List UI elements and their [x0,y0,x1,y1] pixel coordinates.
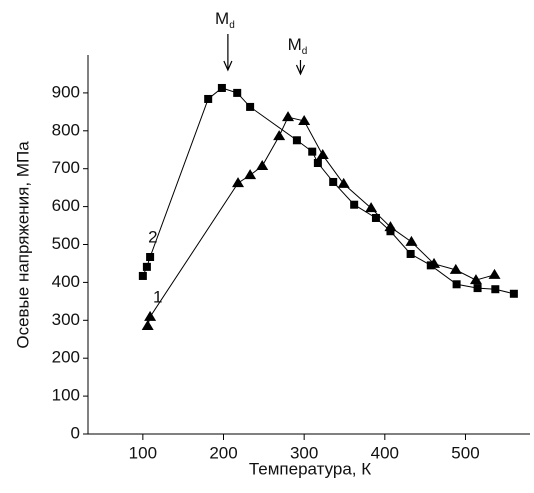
y-tick-label: 200 [52,348,80,367]
x-tick-label: 100 [129,443,157,462]
square-marker [491,285,500,294]
y-tick-label: 700 [52,158,80,177]
square-marker [138,271,147,280]
square-marker [406,249,415,258]
triangle-marker [365,202,378,213]
square-marker [204,94,213,103]
series-label: 2 [148,227,157,246]
square-marker [146,253,155,262]
x-tick-label: 500 [451,443,479,462]
x-tick-label: 200 [209,443,237,462]
square-marker [329,177,338,186]
y-tick-label: 0 [71,423,80,442]
square-marker [426,261,435,270]
triangle-marker [298,114,311,125]
triangle-marker [273,130,286,141]
arrow-head [223,60,233,72]
arrow-head [295,64,306,76]
series-line [142,87,514,295]
triangle-marker [282,111,295,122]
triangle-marker [141,319,154,330]
triangle-marker [256,160,269,171]
square-marker [371,213,380,222]
square-marker [233,88,242,97]
annotation-text: M [215,9,229,28]
square-marker [350,200,359,209]
triangle-marker [449,263,462,274]
square-marker [142,262,151,271]
triangle-marker [488,268,501,279]
square-marker [246,102,255,111]
y-tick-label: 600 [52,196,80,215]
y-tick-label: 400 [52,272,80,291]
x-axis-label: Температура, К [249,459,371,478]
square-marker [292,136,301,145]
x-tick-label: 300 [290,443,318,462]
y-tick-label: 300 [52,310,80,329]
triangle-marker [244,169,257,180]
square-marker [509,289,518,298]
square-marker [386,227,395,236]
square-marker [473,284,482,293]
square-marker [308,147,317,156]
square-marker [452,280,461,289]
annotation-sub: d [229,20,235,31]
y-tick-label: 800 [52,120,80,139]
square-marker [313,159,322,168]
triangle-marker [337,177,350,188]
y-tick-label: 500 [52,234,80,253]
square-marker [217,83,226,92]
annotation-text: M [288,35,302,54]
x-tick-label: 400 [371,443,399,462]
annotation-sub: d [302,46,308,57]
triangle-marker [469,274,482,285]
y-axis-label: Осевые напряжения, МПа [13,141,32,349]
triangle-marker [144,310,157,321]
annotation: Md [288,35,308,56]
triangle-marker [405,235,418,246]
y-tick-label: 100 [52,386,80,405]
triangle-marker [232,177,245,188]
y-tick-label: 900 [52,82,80,101]
series-label: 1 [153,287,162,306]
annotation: Md [215,9,235,30]
series-line [147,116,495,327]
triangle-marker [316,149,329,160]
